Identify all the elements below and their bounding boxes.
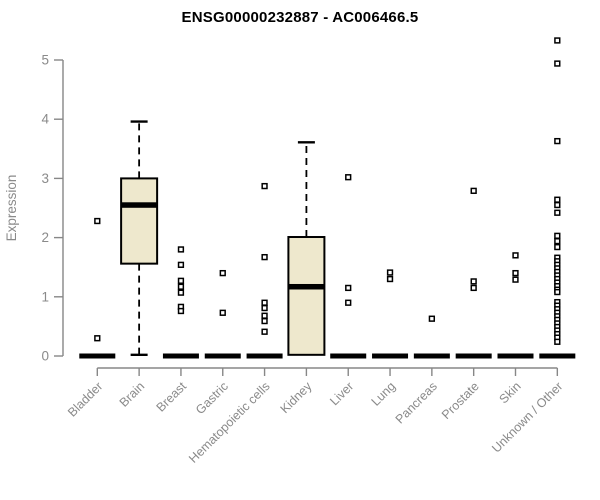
collapsed-box [413,353,450,359]
outlier-point [261,253,268,261]
median-line [121,202,158,208]
y-tick-label: 1 [41,289,49,304]
outlier-point [261,328,268,335]
outlier-point [345,284,352,292]
box [287,236,326,356]
outlier-point [554,209,561,216]
collapsed-box [497,353,534,359]
x-tick-label: Lung [369,379,399,409]
outlier-point [261,182,268,190]
x-tick-label: Breast [154,379,190,415]
outlier-point [177,246,185,253]
x-tick-label: Hematopoietic cells [186,379,273,466]
outlier-point [261,299,268,306]
collapsed-box [246,353,283,359]
x-tick-label: Brain [117,379,148,410]
outlier-point [554,238,561,245]
outlier-point [177,289,185,296]
outlier-point [554,137,561,145]
outlier-point [345,299,352,306]
y-tick-label: 2 [41,230,49,245]
outlier-point [554,288,561,296]
outlier-point [470,284,477,292]
box [120,177,159,265]
outlier-point [554,232,561,239]
y-axis-label: Expression [4,175,19,242]
x-tick-label: Unknown / Other [489,379,565,455]
outlier-point [554,60,561,67]
y-tick-label: 4 [41,112,49,127]
outlier-point [386,275,394,283]
outlier-point [177,307,185,315]
collapsed-box [539,353,576,359]
y-tick-label: 0 [41,349,49,364]
outlier-point [554,196,561,203]
outlier-point [261,317,268,325]
collapsed-box [455,353,492,359]
collapsed-box [204,353,241,359]
x-tick-label: Kidney [278,379,315,416]
x-tick-label: Pancreas [393,379,440,426]
outlier-point [219,309,226,316]
x-tick-label: Skin [497,379,524,406]
chart-title: ENSG00000232887 - AC006466.5 [181,9,419,26]
outlier-point [94,335,101,342]
outlier-point [554,243,561,251]
collapsed-box [372,353,409,359]
outlier-point [554,338,561,345]
outlier-point [428,315,436,322]
outlier-point [470,278,477,285]
collapsed-box [79,353,116,359]
outlier-point [177,283,185,290]
outlier-point [177,261,185,268]
outlier-point [512,269,519,277]
outlier-point [177,277,185,284]
x-tick-label: Bladder [65,379,105,419]
outlier-point [554,37,561,44]
x-tick-label: Liver [327,379,356,408]
y-tick-label: 5 [41,53,49,68]
outlier-point [261,312,268,319]
collapsed-box [162,353,199,359]
outlier-point [94,217,101,225]
outlier-point [512,276,519,283]
x-tick-label: Prostate [439,379,482,422]
x-tick-label: Gastric [193,379,231,417]
outlier-point [261,304,268,312]
outlier-point [554,201,561,209]
outlier-point [386,269,394,276]
outlier-point [512,252,519,259]
y-tick-label: 3 [41,171,49,186]
outlier-point [219,269,226,277]
median-line [288,283,325,290]
outlier-point [470,187,477,194]
collapsed-box [330,353,367,359]
outlier-point [345,174,352,181]
